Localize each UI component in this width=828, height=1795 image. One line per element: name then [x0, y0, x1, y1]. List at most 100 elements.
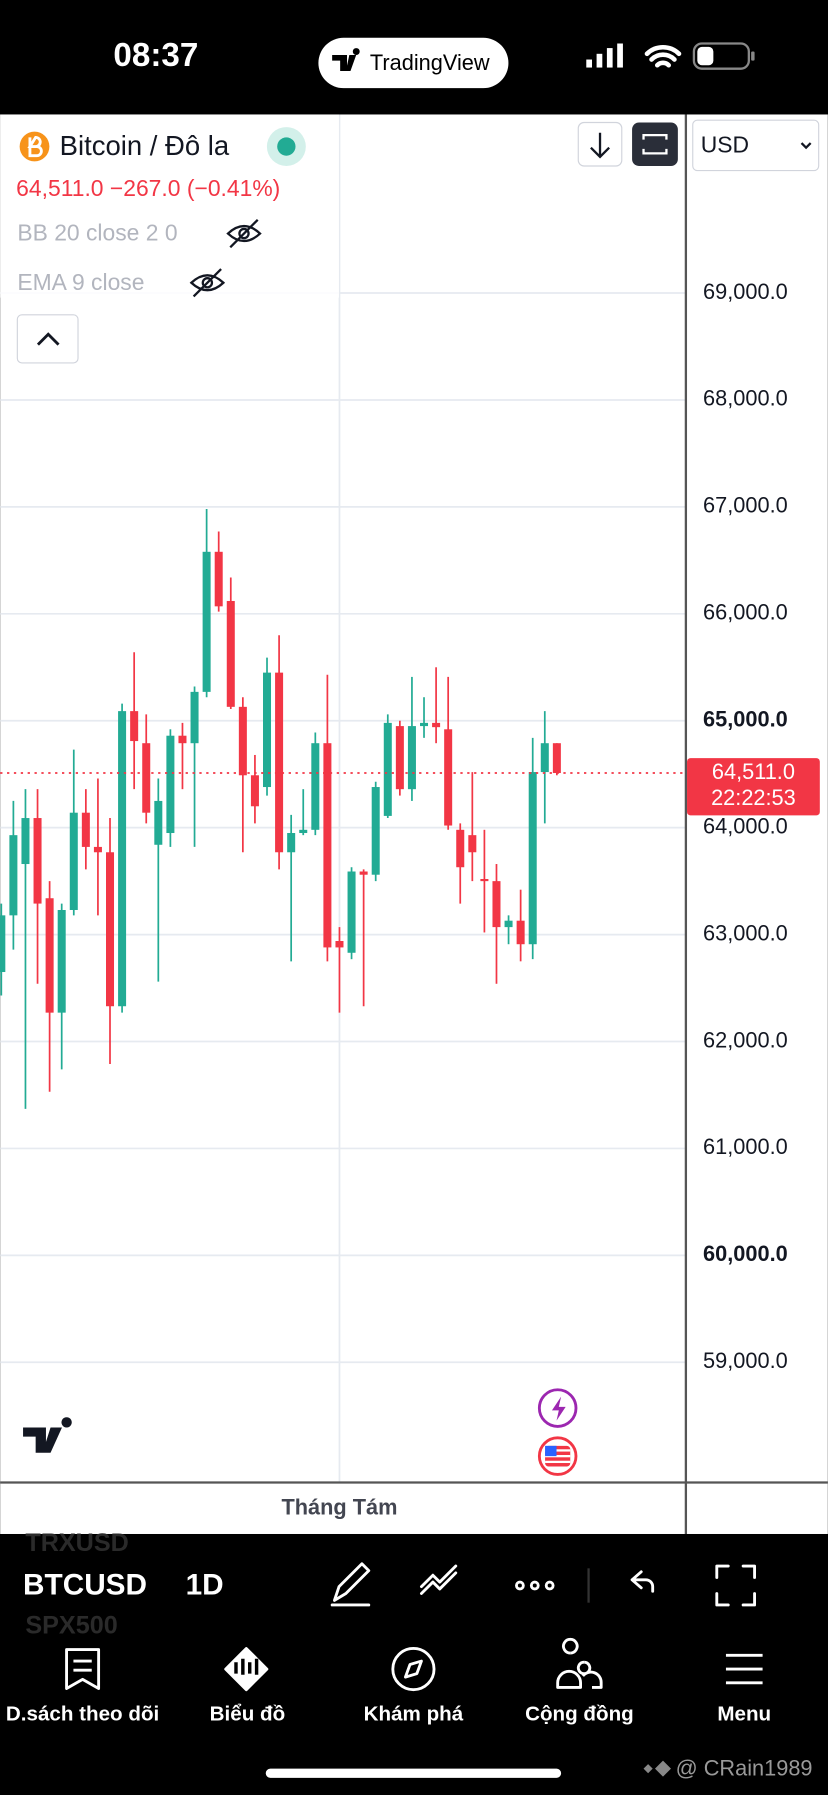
y-tick-label: 62,000.0 [703, 1027, 788, 1052]
candle-body [226, 600, 235, 707]
nav-label[interactable]: Biểu đồ [210, 1702, 286, 1725]
candle-body [299, 829, 308, 834]
y-tick-label: 68,000.0 [703, 386, 788, 411]
bar-countdown: 22:22:53 [711, 785, 796, 810]
layout-button[interactable] [632, 122, 678, 166]
signal-icon [586, 43, 623, 68]
watchlist-prev: TRXUSD [25, 1529, 129, 1557]
select-chevron [800, 142, 812, 150]
quote: 64,511.0 −267.0 (−0.41%) [16, 175, 280, 201]
plot [0, 114, 686, 1483]
y-tick-label: 63,000.0 [703, 920, 788, 945]
bottom-nav [0, 1634, 828, 1795]
candle-body [528, 772, 537, 945]
menu-icon[interactable] [725, 1653, 763, 1685]
app-pill[interactable] [318, 37, 509, 89]
candle-body [263, 672, 272, 788]
y-tick-label: 60,000.0 [703, 1241, 788, 1266]
toolbar [0, 1533, 828, 1635]
hide-icon[interactable] [226, 218, 262, 249]
candle-body [142, 743, 151, 813]
candle-body [516, 920, 525, 945]
candle-body [9, 835, 18, 916]
candle-body [311, 743, 320, 830]
y-tick-label: 59,000.0 [703, 1348, 788, 1373]
collapse-button[interactable] [16, 314, 79, 364]
undo-icon[interactable] [630, 1570, 655, 1593]
candle-body [105, 852, 115, 1007]
candle-body [456, 829, 465, 868]
candle-body [359, 871, 368, 875]
candle-body [238, 706, 247, 776]
draw-icon[interactable] [330, 1562, 371, 1607]
candle-body [504, 920, 513, 928]
candle-body [93, 846, 102, 853]
y-tick-label: 67,000.0 [703, 493, 788, 518]
indicator-ema[interactable]: EMA 9 close [17, 269, 144, 295]
candle-body [420, 722, 429, 727]
candle-body [81, 812, 90, 847]
layout-icon [642, 133, 668, 155]
y-tick-label: 64,000.0 [703, 813, 788, 838]
indicator-bb[interactable]: BB 20 close 2 0 [17, 220, 177, 246]
watermark-icon [643, 1760, 672, 1777]
fullscreen-icon[interactable] [715, 1564, 757, 1607]
candle-body [214, 551, 223, 607]
x-tick-label: Tháng Tám [281, 1495, 397, 1520]
candle-body [250, 775, 259, 807]
candle-body [202, 551, 211, 692]
clock: 08:37 [113, 37, 198, 74]
home-indicator[interactable] [265, 1768, 562, 1778]
candle-body [480, 878, 489, 882]
battery-tip [751, 51, 755, 61]
bitcoin-glyph [27, 135, 43, 158]
candle-body [166, 735, 175, 834]
nav-label[interactable]: Khám phá [364, 1702, 464, 1725]
candle-body [275, 672, 284, 853]
nav-label[interactable]: Menu [717, 1702, 771, 1725]
toolbar-interval[interactable]: 1D [186, 1569, 224, 1602]
y-tick-label: 61,000.0 [703, 1134, 788, 1159]
market-status-dot [277, 137, 296, 156]
battery-icon [692, 42, 750, 70]
y-tick-label: 65,000.0 [703, 706, 788, 731]
tv-watermark-logo [23, 1417, 72, 1453]
chart-area [0, 114, 828, 1534]
candle-body [21, 818, 30, 865]
candle-body [347, 871, 356, 953]
toolbar-symbol[interactable]: BTCUSD [23, 1569, 147, 1602]
currency: USD [701, 132, 749, 158]
currency-select[interactable] [692, 119, 820, 172]
app-name: TradingView [370, 50, 490, 75]
watchlist-icon[interactable] [65, 1648, 101, 1690]
us-flag [545, 1445, 571, 1467]
trend-tool-icon[interactable] [420, 1564, 458, 1595]
candle-body [444, 729, 453, 826]
watchlist-next: SPX500 [25, 1611, 117, 1639]
candle-body [178, 735, 187, 744]
hide-icon[interactable] [189, 268, 226, 298]
candle-body [323, 743, 332, 948]
candle-body [492, 881, 501, 928]
candle-body [432, 722, 441, 728]
more-dot[interactable] [529, 1580, 540, 1591]
more-dot[interactable] [515, 1580, 525, 1591]
candle-body [190, 691, 199, 744]
candle-body [540, 743, 549, 773]
nav-label[interactable]: Cộng đồng [525, 1702, 634, 1725]
watermark: @ CRain1989 [676, 1756, 813, 1781]
arrow-down-icon [590, 132, 610, 159]
explore-icon[interactable] [391, 1647, 436, 1692]
symbol-title[interactable]: Bitcoin / Đô la [60, 130, 230, 161]
candle-body [395, 726, 404, 790]
candle-body [0, 915, 6, 973]
price-label: 64,511.0 [712, 759, 795, 784]
tv-logo-small [332, 48, 360, 71]
more-dot[interactable] [544, 1580, 555, 1591]
nav-label[interactable]: D.sách theo dõi [6, 1702, 159, 1725]
candle-body [468, 835, 477, 853]
community-icon[interactable] [556, 1637, 603, 1689]
lightning-icon [551, 1396, 566, 1421]
